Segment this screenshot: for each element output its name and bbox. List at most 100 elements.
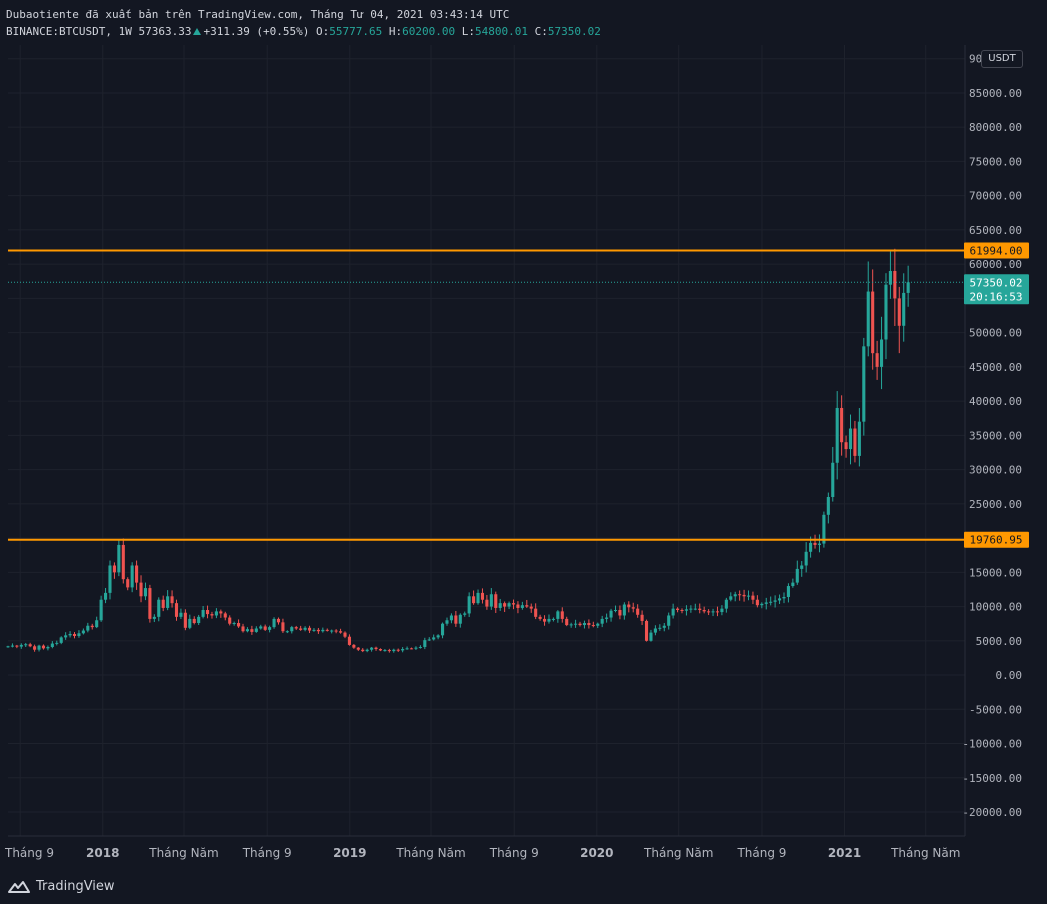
candle-body [848, 428, 853, 450]
candle-body [791, 582, 795, 587]
candle-body [418, 646, 422, 648]
candle-body [795, 568, 799, 583]
candle-body [472, 596, 476, 604]
candle-body [325, 629, 329, 631]
candle-body [161, 599, 165, 608]
candle-body [219, 611, 223, 614]
candle-body [28, 644, 32, 647]
currency-badge[interactable]: USDT [981, 50, 1023, 68]
candle-body [436, 635, 440, 638]
y-tick-label: 60000.00 [969, 258, 1022, 271]
candle-body [605, 617, 609, 619]
level-price-tag [964, 531, 1029, 548]
candle-body [423, 640, 427, 647]
up-arrow-icon [193, 28, 202, 35]
candle-body [449, 615, 453, 621]
x-tick-label: Tháng Năm [643, 846, 713, 860]
candle-body [813, 542, 817, 545]
ohlc-legend: BINANCE:BTCUSDT, 1W 57363.33 +311.39 (+0.… [6, 23, 601, 40]
candle-body [582, 623, 587, 626]
candle-body [6, 646, 10, 648]
candle-body [578, 623, 582, 626]
candle-body [95, 620, 99, 628]
candle-body [551, 618, 555, 620]
candle-body [476, 592, 480, 604]
candle-body [485, 599, 489, 607]
candle-body [392, 649, 396, 652]
candle-body [844, 442, 848, 450]
candle-body [90, 625, 94, 628]
publish-info: Dubaotiente đã xuất bản trên TradingView… [6, 8, 510, 21]
candle-body [888, 271, 892, 285]
candle-body [307, 627, 312, 631]
candle-body [667, 615, 671, 626]
candle-body [99, 599, 103, 621]
candle-body [361, 649, 365, 652]
candle-body [853, 428, 857, 456]
candle-body [529, 606, 533, 609]
candle-body [130, 565, 134, 588]
tradingview-footer[interactable]: TradingView [8, 879, 115, 894]
candle-body [19, 644, 23, 647]
candle-body [560, 611, 564, 619]
candle-body [547, 618, 551, 622]
candle-body [511, 603, 516, 605]
candle-body [356, 647, 360, 650]
x-tick-label: 2019 [333, 846, 366, 860]
candle-body [840, 407, 844, 443]
y-tick-label: 70000.00 [969, 190, 1022, 203]
candle-body [352, 644, 356, 648]
candle-body [684, 609, 688, 611]
candle-body [653, 628, 657, 633]
candle-body [108, 565, 112, 593]
y-tick-label: 75000.00 [969, 155, 1022, 168]
candle-body [339, 631, 343, 633]
candle-body [401, 649, 405, 651]
x-tick-label: Tháng Năm [395, 846, 465, 860]
candle-body [10, 645, 14, 647]
candle-body [121, 544, 125, 580]
y-tick-label: -15000.00 [962, 772, 1022, 785]
candle-body [174, 603, 179, 617]
candle-body [143, 588, 148, 597]
candle-body [15, 645, 19, 647]
candle-body [489, 594, 493, 607]
candle-body [644, 620, 649, 641]
candle-body [166, 596, 170, 608]
candle-body [507, 603, 511, 607]
candle-body [879, 339, 884, 367]
low-label: L: [461, 25, 476, 38]
tradingview-brand: TradingView [36, 879, 115, 894]
low-value: 54800.01 [475, 25, 528, 38]
candle-body [290, 627, 294, 632]
price-change: +311.39 (+0.55%) [203, 25, 310, 38]
candle-body [463, 613, 467, 615]
candle-body [702, 610, 706, 612]
candle-body [893, 271, 897, 299]
candle-body [228, 617, 232, 624]
candle-body [55, 642, 59, 644]
candle-body [299, 628, 303, 630]
candle-body [259, 626, 263, 629]
candle-body [237, 623, 241, 627]
x-tick-label: Tháng 9 [736, 846, 786, 860]
candle-body [414, 647, 418, 649]
candle-body [769, 601, 773, 603]
candle-body [817, 543, 822, 545]
candle-body [245, 629, 250, 632]
x-tick-label: Tháng Năm [890, 846, 960, 860]
candle-body [720, 608, 724, 613]
candle-body [574, 623, 578, 625]
candle-body [214, 611, 218, 616]
candle-body [613, 610, 618, 611]
candle-body [41, 645, 46, 649]
high-value: 60200.00 [402, 25, 456, 38]
y-tick-label: -10000.00 [962, 738, 1022, 751]
candle-body [565, 618, 569, 626]
y-tick-label: 5000.00 [976, 635, 1022, 648]
candle-body [157, 599, 161, 617]
open-label: O: [316, 25, 330, 38]
candle-body [822, 514, 826, 544]
x-tick-label: Tháng 9 [489, 846, 539, 860]
